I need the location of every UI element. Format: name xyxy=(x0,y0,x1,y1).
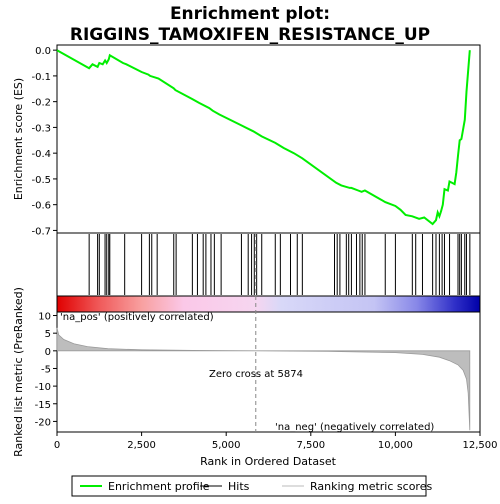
ranked-x-axis: 0 2,500 5,000 7,500 10,000 12,500 xyxy=(54,432,498,451)
ranked-y-tick-label: -15 xyxy=(35,400,51,411)
ranked-y-axis-label: Ranked list metric (PreRanked) xyxy=(12,287,25,457)
negative-correlation-label: 'na_neg' (negatively correlated) xyxy=(275,422,434,433)
legend-label: Enrichment profile xyxy=(108,480,210,493)
es-y-tick-label: -0.5 xyxy=(31,175,51,186)
es-y-tick-label: -0.1 xyxy=(31,72,51,83)
es-y-tick-label: -0.3 xyxy=(31,123,51,134)
ranked-y-tick-label: 5 xyxy=(45,329,51,340)
legend-label: Ranking metric scores xyxy=(310,480,432,493)
es-y-axis-label: Enrichment score (ES) xyxy=(12,78,25,200)
ranked-x-tick-label: 12,500 xyxy=(463,440,498,451)
es-y-tick-label: -0.6 xyxy=(31,201,51,212)
es-y-tick-label: 0.0 xyxy=(35,46,51,57)
ranked-y-tick-label: -20 xyxy=(35,417,51,428)
chart-title-line1: Enrichment plot: xyxy=(170,4,330,24)
es-y-tick-label: -0.2 xyxy=(31,98,51,109)
ranked-y-tick-label: -10 xyxy=(35,382,51,393)
chart-title-line2: RIGGINS_TAMOXIFEN_RESISTANCE_UP xyxy=(70,25,430,45)
es-y-tick-label: -0.7 xyxy=(31,226,51,237)
ranked-y-tick-label: 0 xyxy=(45,347,51,358)
ranked-y-axis: 10 5 0 -5 -10 -15 -20 xyxy=(35,312,57,429)
ranked-x-axis-label: Rank in Ordered Dataset xyxy=(200,455,337,468)
ranked-x-tick-label: 2,500 xyxy=(127,440,156,451)
legend-label: Hits xyxy=(228,480,250,493)
hits-panel-frame xyxy=(57,233,480,296)
es-y-axis: 0.0 -0.1 -0.2 -0.3 -0.4 -0.5 -0.6 -0.7 xyxy=(31,46,57,237)
positive-correlation-label: 'na_pos' (positively correlated) xyxy=(60,312,214,323)
es-y-tick-label: -0.4 xyxy=(31,149,51,160)
ranked-y-tick-label: -5 xyxy=(41,364,51,375)
ranked-x-tick-label: 5,000 xyxy=(212,440,241,451)
rank-color-bar xyxy=(57,296,480,312)
ranked-x-tick-label: 7,500 xyxy=(296,440,325,451)
ranked-x-tick-label: 0 xyxy=(54,440,60,451)
ranked-x-tick-label: 10,000 xyxy=(378,440,413,451)
ranked-y-tick-label: 10 xyxy=(38,312,51,323)
